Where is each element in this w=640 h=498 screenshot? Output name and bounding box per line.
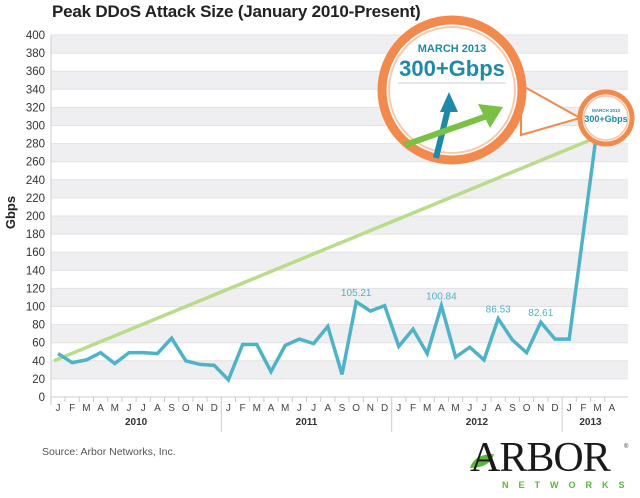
- line-chart: 0 20 40 60 80 100 120 140 160 180 200 220 240 260 280 3…: [26, 15, 635, 432]
- svg-text:J: J: [482, 403, 487, 414]
- svg-text:M: M: [253, 403, 261, 414]
- svg-text:J: J: [297, 403, 302, 414]
- svg-text:200: 200: [26, 211, 45, 223]
- svg-text:120: 120: [26, 283, 45, 295]
- svg-text:J: J: [567, 403, 572, 414]
- svg-text:J: J: [467, 403, 472, 414]
- logo-word: ARBOR: [470, 435, 611, 481]
- svg-text:J: J: [141, 403, 146, 414]
- svg-text:A: A: [324, 403, 331, 414]
- svg-text:J: J: [396, 403, 401, 414]
- svg-text:300+Gbps: 300+Gbps: [399, 56, 505, 81]
- svg-text:A: A: [495, 403, 502, 414]
- svg-text:100: 100: [26, 302, 45, 314]
- svg-text:N: N: [196, 403, 203, 414]
- svg-text:2011: 2011: [296, 417, 318, 428]
- svg-text:300: 300: [26, 121, 45, 133]
- svg-text:J: J: [127, 403, 132, 414]
- svg-text:320: 320: [26, 102, 45, 114]
- svg-text:80: 80: [32, 320, 45, 332]
- svg-text:M: M: [111, 403, 119, 414]
- svg-text:N: N: [367, 403, 374, 414]
- svg-text:D: D: [381, 403, 388, 414]
- svg-text:D: D: [551, 403, 558, 414]
- svg-text:A: A: [438, 403, 445, 414]
- svg-text:O: O: [352, 403, 360, 414]
- svg-text:F: F: [240, 403, 246, 414]
- svg-text:J: J: [311, 403, 316, 414]
- svg-text:40: 40: [32, 356, 45, 368]
- svg-text:A: A: [268, 403, 275, 414]
- svg-text:86.53: 86.53: [486, 305, 511, 316]
- svg-text:340: 340: [26, 84, 45, 96]
- svg-text:280: 280: [26, 139, 45, 151]
- svg-text:M: M: [82, 403, 90, 414]
- logo-subtitle: NETWORKS: [502, 480, 635, 490]
- svg-text:2012: 2012: [466, 417, 489, 428]
- svg-text:140: 140: [26, 265, 45, 277]
- svg-text:105.21: 105.21: [341, 288, 372, 299]
- svg-text:D: D: [211, 403, 218, 414]
- svg-text:O: O: [523, 403, 531, 414]
- svg-text:J: J: [56, 403, 61, 414]
- svg-text:MARCH 2013: MARCH 2013: [418, 43, 486, 55]
- svg-text:260: 260: [26, 157, 45, 169]
- svg-text:M: M: [281, 403, 289, 414]
- registered-mark: ®: [624, 444, 629, 450]
- svg-text:380: 380: [26, 48, 45, 60]
- svg-text:MARCH 2013: MARCH 2013: [592, 108, 621, 113]
- svg-text:180: 180: [26, 229, 45, 241]
- svg-text:A: A: [97, 403, 104, 414]
- source-note: Source: Arbor Networks, Inc.: [42, 446, 176, 458]
- arbor-logo: ARBOR ® NETWORKS: [462, 435, 635, 496]
- svg-text:2010: 2010: [125, 417, 148, 428]
- svg-text:360: 360: [26, 66, 45, 78]
- svg-text:82.61: 82.61: [528, 308, 553, 319]
- svg-text:20: 20: [32, 374, 45, 386]
- svg-text:F: F: [69, 403, 75, 414]
- svg-text:A: A: [154, 403, 161, 414]
- svg-text:0: 0: [39, 392, 45, 404]
- svg-text:S: S: [168, 403, 175, 414]
- svg-text:160: 160: [26, 247, 45, 259]
- svg-text:F: F: [580, 403, 586, 414]
- chart-title: Peak DDoS Attack Size (January 2010-Pres…: [52, 2, 421, 21]
- svg-text:N: N: [537, 403, 544, 414]
- svg-text:S: S: [509, 403, 516, 414]
- svg-text:A: A: [608, 403, 615, 414]
- svg-text:M: M: [423, 403, 431, 414]
- svg-text:M: M: [593, 403, 601, 414]
- leaf-icon: [470, 454, 494, 468]
- svg-text:240: 240: [26, 175, 45, 187]
- svg-text:J: J: [226, 403, 231, 414]
- svg-text:O: O: [182, 403, 190, 414]
- svg-text:100.84: 100.84: [426, 292, 457, 303]
- svg-text:F: F: [410, 403, 416, 414]
- svg-text:400: 400: [26, 30, 45, 42]
- svg-text:S: S: [339, 403, 346, 414]
- svg-text:2013: 2013: [579, 417, 602, 428]
- svg-text:300+Gbps: 300+Gbps: [584, 114, 627, 124]
- svg-text:220: 220: [26, 193, 45, 205]
- svg-text:M: M: [451, 403, 459, 414]
- svg-text:60: 60: [32, 338, 45, 350]
